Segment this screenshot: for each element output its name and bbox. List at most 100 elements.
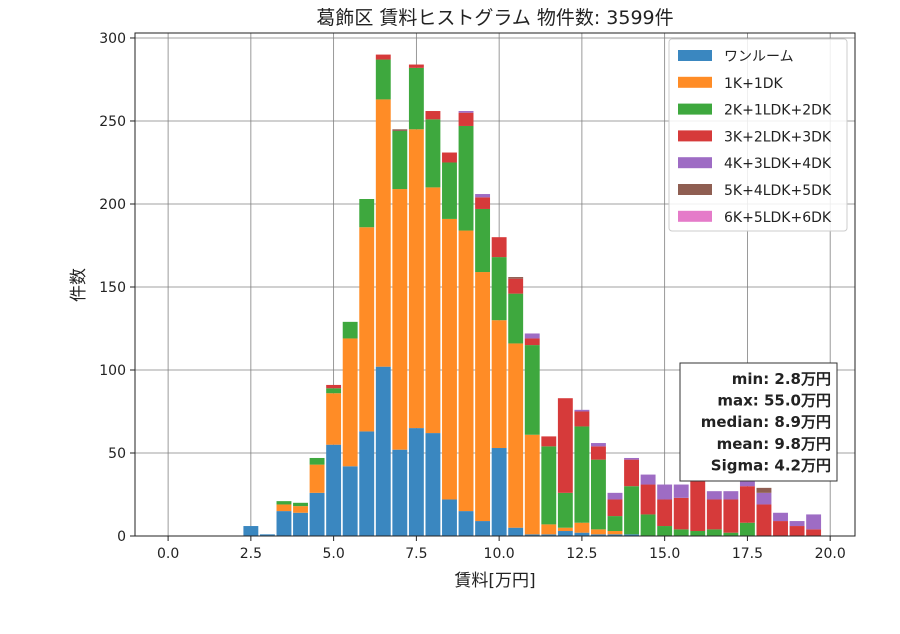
y-tick-label: 200 <box>99 197 126 213</box>
legend-entry: ワンルーム <box>724 49 794 65</box>
bar-segment <box>773 521 788 536</box>
bar-segment <box>491 257 507 321</box>
bar-segment <box>624 486 639 535</box>
x-tick-label: 2.5 <box>240 546 262 562</box>
bar-segment <box>425 433 441 536</box>
bar-segment <box>392 189 408 450</box>
bar-segment <box>806 514 822 530</box>
bar-segment <box>458 230 474 512</box>
legend-swatch <box>678 210 712 222</box>
legend-entry: 3K+2LDK+3DK <box>724 129 832 145</box>
bar-segment <box>624 459 639 487</box>
bar-segment <box>673 529 689 536</box>
bar-segment <box>574 426 590 523</box>
bar-segment <box>508 278 524 294</box>
bar-segment <box>723 491 739 500</box>
bar-segment <box>706 491 722 500</box>
bar-segment <box>508 277 524 279</box>
bar-segment <box>458 125 474 231</box>
legend-swatch <box>678 50 712 61</box>
bar-segment <box>624 457 639 460</box>
bar-segment <box>359 199 375 228</box>
bar-segment <box>408 428 424 536</box>
bar-segment <box>657 499 673 527</box>
bar-segment <box>673 484 689 498</box>
x-tick-label: 5.0 <box>322 546 344 562</box>
legend-entry: 5K+4LDK+5DK <box>724 183 832 199</box>
bars <box>243 54 822 536</box>
legend-swatch <box>678 76 712 88</box>
legend-entry: 2K+1LDK+2DK <box>724 103 832 119</box>
bar-segment <box>425 119 441 188</box>
legend-box <box>668 38 848 232</box>
bar-segment <box>458 511 474 536</box>
bar-segment <box>375 54 391 60</box>
bar-segment <box>491 237 507 258</box>
bar-segment <box>458 111 474 113</box>
plot-frame <box>134 32 856 537</box>
bar-segment <box>326 393 342 445</box>
bar-segment <box>574 409 590 412</box>
bar-segment <box>541 446 557 525</box>
bar-segment <box>706 499 722 530</box>
y-tick-label: 250 <box>99 114 126 130</box>
bar-segment <box>293 506 308 513</box>
bar-segment <box>723 499 739 533</box>
bar-segment <box>541 534 557 536</box>
bar-segment <box>640 514 656 536</box>
bar-segment <box>326 444 342 536</box>
x-tick-label: 15.0 <box>649 546 680 562</box>
bar-segment <box>458 112 474 126</box>
bar-segment <box>524 345 540 435</box>
bar-segment <box>690 531 706 536</box>
bar-segment <box>591 459 606 530</box>
bar-segment <box>475 197 491 209</box>
y-tick-label: 100 <box>99 363 126 379</box>
y-tick-label: 150 <box>99 280 126 296</box>
bar-segment <box>524 434 540 535</box>
y-tick-label: 0 <box>117 529 126 545</box>
bar-segment <box>673 497 689 530</box>
legend-swatch <box>678 184 712 195</box>
bar-segment <box>624 534 639 536</box>
bar-segment <box>375 99 391 367</box>
bar-segment <box>657 526 673 536</box>
bar-segment <box>408 64 424 68</box>
x-tick-label: 7.5 <box>405 546 427 562</box>
bar-segment <box>408 129 424 429</box>
x-tick-label: 0.0 <box>157 546 179 562</box>
bar-segment <box>276 511 292 536</box>
annotation-line: min: 2.8万円 <box>732 370 831 388</box>
bar-segment <box>342 321 358 339</box>
bar-segment <box>309 492 325 536</box>
bar-segment <box>342 338 358 467</box>
bar-segment <box>359 227 375 432</box>
y-axis-label: 件数 <box>69 268 89 302</box>
bar-segment <box>375 366 391 536</box>
bar-segment <box>723 532 739 536</box>
bar-segment <box>309 464 325 493</box>
bar-segment <box>442 218 457 500</box>
y-tick-label: 300 <box>99 31 126 47</box>
bar-segment <box>475 194 491 198</box>
bar-segment <box>806 529 822 536</box>
bar-segment <box>607 534 623 536</box>
bar-segment <box>309 457 325 465</box>
bar-segment <box>475 208 491 273</box>
bar-segment <box>392 129 408 131</box>
bar-segment <box>739 522 755 536</box>
bar-segment <box>491 320 507 449</box>
annotation-line: Sigma: 4.2万円 <box>711 456 831 474</box>
annotation-box <box>679 362 838 482</box>
bar-segment <box>425 187 441 434</box>
bar-segment <box>524 333 540 339</box>
annotation-line: max: 55.0万円 <box>717 392 831 410</box>
bar-segment <box>557 527 573 532</box>
legend-swatch <box>678 103 712 115</box>
x-tick-label: 12.5 <box>566 546 597 562</box>
bar-segment <box>392 449 408 536</box>
bar-segment <box>243 526 259 536</box>
bar-segment <box>789 526 805 536</box>
bar-segment <box>524 534 540 536</box>
